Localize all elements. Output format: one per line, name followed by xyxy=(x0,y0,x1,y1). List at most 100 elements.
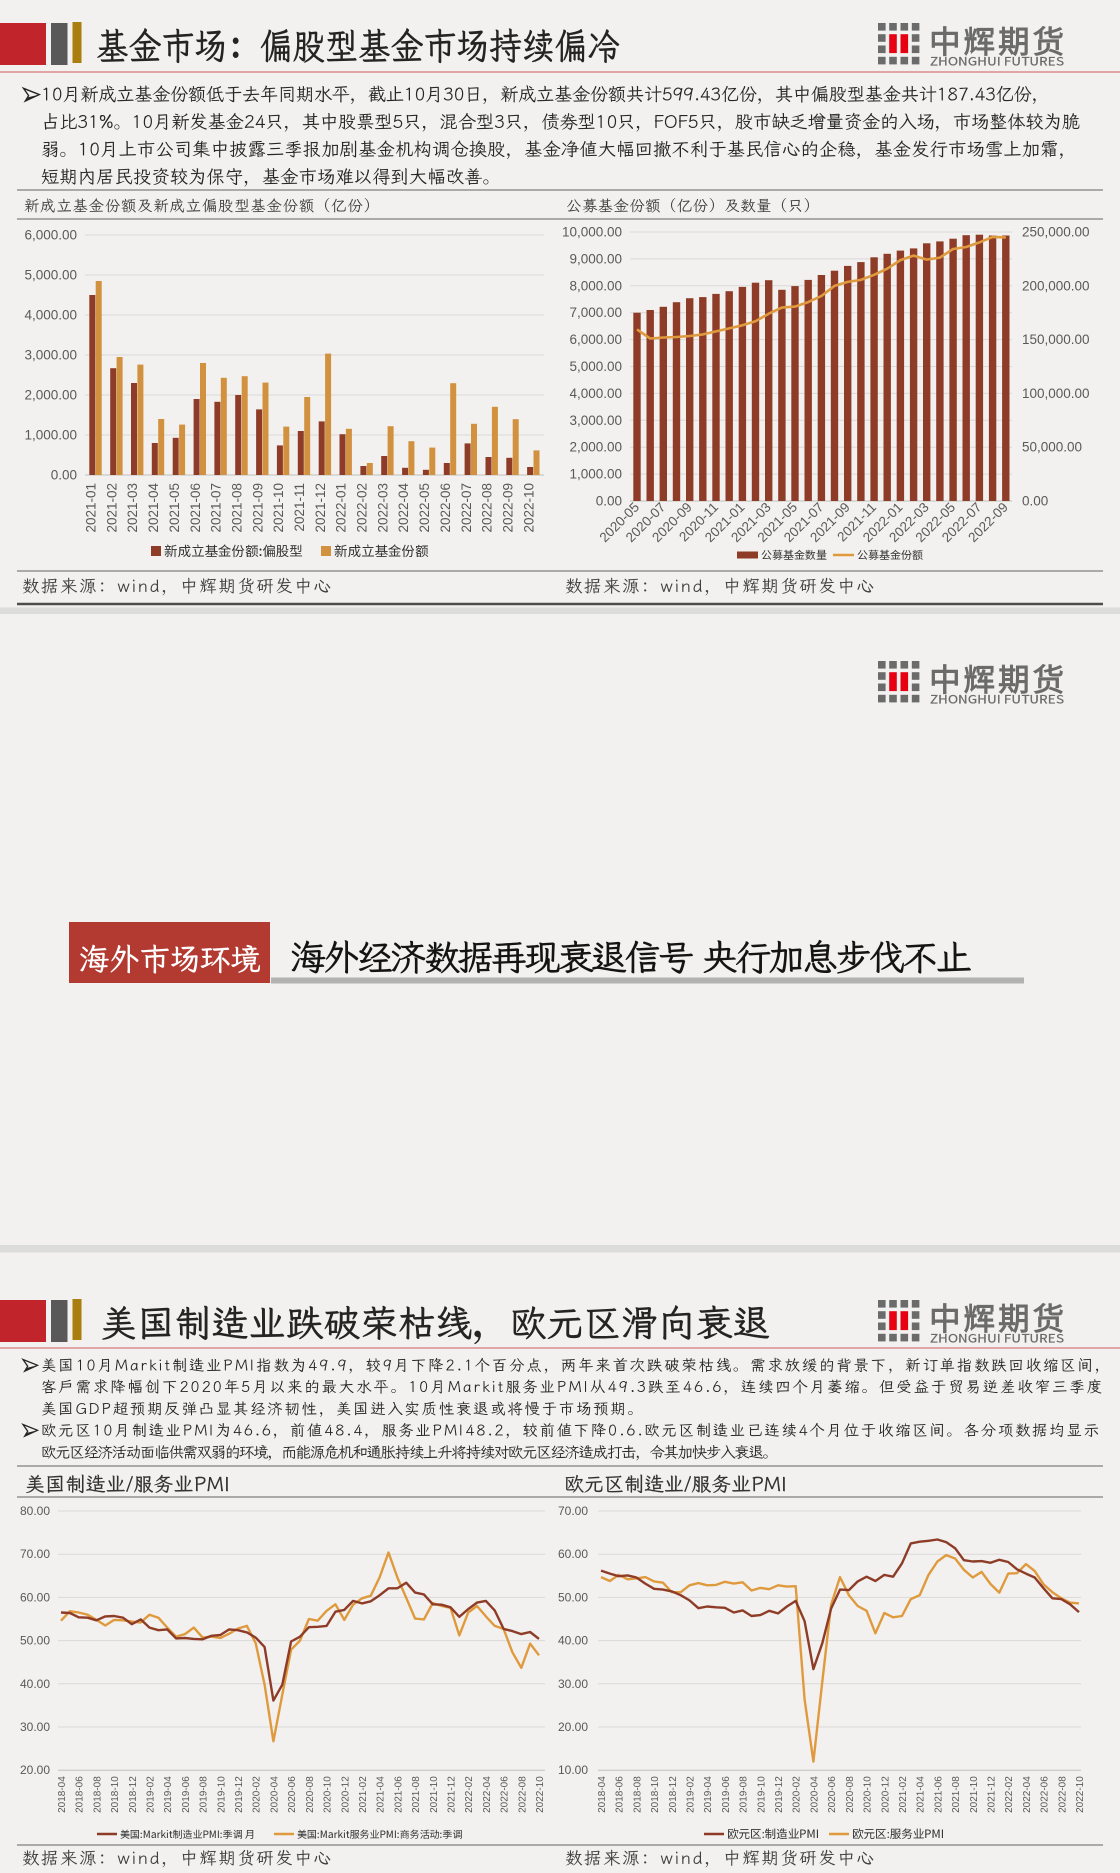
svg-text:2019-02: 2019-02 xyxy=(146,1776,157,1813)
svg-text:7,000.00: 7,000.00 xyxy=(569,305,622,320)
svg-text:海外市场环境: 海外市场环境 xyxy=(79,934,261,979)
svg-text:欧元区制造业/服务业PMI: 欧元区制造业/服务业PMI xyxy=(564,1468,787,1497)
svg-text:6,000.00: 6,000.00 xyxy=(569,332,622,347)
svg-text:10.00: 10.00 xyxy=(558,1763,588,1777)
svg-text:2021-04: 2021-04 xyxy=(376,1776,387,1813)
svg-text:30.00: 30.00 xyxy=(558,1677,588,1691)
svg-text:2018-08: 2018-08 xyxy=(632,1776,643,1813)
svg-text:250,000.00: 250,000.00 xyxy=(1022,225,1090,240)
svg-text:2021-10: 2021-10 xyxy=(429,1776,440,1813)
svg-text:2020-12: 2020-12 xyxy=(340,1776,351,1813)
svg-text:2022-07: 2022-07 xyxy=(459,483,474,533)
svg-text:2018-06: 2018-06 xyxy=(75,1776,86,1813)
svg-text:新成立基金份额及新成立偏股型基金份额（亿份）: 新成立基金份额及新成立偏股型基金份额（亿份） xyxy=(24,194,379,216)
svg-text:30.00: 30.00 xyxy=(20,1720,50,1734)
svg-text:2021-08: 2021-08 xyxy=(951,1776,962,1813)
svg-text:公募基金份额（亿份）及数量（只）: 公募基金份额（亿份）及数量（只） xyxy=(566,194,819,216)
svg-text:0.00: 0.00 xyxy=(51,468,77,483)
svg-text:2018-10: 2018-10 xyxy=(650,1776,661,1813)
svg-text:2019-08: 2019-08 xyxy=(739,1776,750,1813)
svg-text:2022-05: 2022-05 xyxy=(417,483,432,533)
svg-text:1,000.00: 1,000.00 xyxy=(24,428,77,443)
svg-text:2020-08: 2020-08 xyxy=(845,1776,856,1813)
svg-text:数据来源：wind，中辉期货研发中心: 数据来源：wind，中辉期货研发中心 xyxy=(565,1845,874,1868)
svg-text:0.00: 0.00 xyxy=(596,494,622,509)
svg-text:2021-06: 2021-06 xyxy=(188,483,203,533)
svg-text:欧元区经济活动面临供需双弱的环境，而能源危机和通胀持续上升将: 欧元区经济活动面临供需双弱的环境，而能源危机和通胀持续上升将持续对欧元区经济造成… xyxy=(41,1440,778,1462)
svg-text:2021-06: 2021-06 xyxy=(933,1776,944,1813)
svg-text:8,000.00: 8,000.00 xyxy=(569,278,622,293)
svg-text:欧元区10月制造业PMI为46.6，前值48.4，服务业PM: 欧元区10月制造业PMI为46.6，前值48.4，服务业PMI48.2，较前值下… xyxy=(41,1419,1099,1441)
svg-text:50,000.00: 50,000.00 xyxy=(1022,440,1082,455)
svg-text:2021-10: 2021-10 xyxy=(969,1776,980,1813)
svg-text:4,000.00: 4,000.00 xyxy=(569,386,622,401)
svg-text:2018-04: 2018-04 xyxy=(57,1776,68,1813)
svg-text:弱。10月上市公司集中披露三季报加剧基金机构调仓换股，基金净: 弱。10月上市公司集中披露三季报加剧基金机构调仓换股，基金净值大幅回撤不利于基民… xyxy=(41,136,1077,162)
svg-text:客户需求降幅创下2020年5月以来的最大水平。10月Mark: 客户需求降幅创下2020年5月以来的最大水平。10月Markit服务业PMI从4… xyxy=(41,1375,1102,1397)
svg-text:2018-12: 2018-12 xyxy=(128,1776,139,1813)
svg-text:美国10月Markit制造业PMI指数为49.9，较9月下降: 美国10月Markit制造业PMI指数为49.9，较9月下降2.1个百分点，两年… xyxy=(41,1354,1110,1376)
svg-text:2018-10: 2018-10 xyxy=(110,1776,121,1813)
svg-text:2020-04: 2020-04 xyxy=(269,1776,280,1813)
svg-text:2018-12: 2018-12 xyxy=(668,1776,679,1813)
svg-text:美国:Markit服务业PMI:商务活动:季调: 美国:Markit服务业PMI:商务活动:季调 xyxy=(297,1826,462,1841)
svg-text:40.00: 40.00 xyxy=(558,1634,588,1648)
svg-text:80.00: 80.00 xyxy=(20,1504,50,1518)
svg-text:2021-12: 2021-12 xyxy=(313,483,328,533)
svg-text:2021-07: 2021-07 xyxy=(209,483,224,533)
svg-text:2019-04: 2019-04 xyxy=(703,1776,714,1813)
svg-text:2,000.00: 2,000.00 xyxy=(24,388,77,403)
svg-text:2022-01: 2022-01 xyxy=(334,483,349,533)
svg-text:新成立基金份额: 新成立基金份额 xyxy=(334,540,429,560)
svg-text:2021-04: 2021-04 xyxy=(146,483,161,533)
svg-text:5,000.00: 5,000.00 xyxy=(24,268,77,283)
svg-text:2022-10: 2022-10 xyxy=(535,1776,546,1813)
svg-text:ZHONGHUI FUTURES: ZHONGHUI FUTURES xyxy=(930,691,1064,708)
svg-text:2019-10: 2019-10 xyxy=(756,1776,767,1813)
svg-text:公募基金数量: 公募基金数量 xyxy=(761,547,827,563)
svg-text:2022-02: 2022-02 xyxy=(1004,1776,1015,1813)
svg-text:60.00: 60.00 xyxy=(558,1547,588,1561)
svg-text:20.00: 20.00 xyxy=(20,1763,50,1777)
svg-text:2020-06: 2020-06 xyxy=(287,1776,298,1813)
svg-text:2022-06: 2022-06 xyxy=(500,1776,511,1813)
svg-text:2019-12: 2019-12 xyxy=(234,1776,245,1813)
svg-text:数据来源：wind，中辉期货研发中心: 数据来源：wind，中辉期货研发中心 xyxy=(22,573,331,598)
svg-text:50.00: 50.00 xyxy=(20,1634,50,1648)
svg-text:2021-02: 2021-02 xyxy=(104,483,119,533)
svg-text:100,000.00: 100,000.00 xyxy=(1022,386,1090,401)
svg-text:60.00: 60.00 xyxy=(20,1590,50,1604)
svg-text:2019-04: 2019-04 xyxy=(163,1776,174,1813)
svg-text:欧元区:服务业PMI: 欧元区:服务业PMI xyxy=(852,1826,944,1842)
svg-text:2022-04: 2022-04 xyxy=(482,1776,493,1813)
svg-text:1,000.00: 1,000.00 xyxy=(569,467,622,482)
svg-text:2022-06: 2022-06 xyxy=(1040,1776,1051,1813)
svg-text:200,000.00: 200,000.00 xyxy=(1022,278,1090,293)
svg-text:2021-08: 2021-08 xyxy=(411,1776,422,1813)
svg-text:美国:Markit制造业PMI:季调 月: 美国:Markit制造业PMI:季调 月 xyxy=(120,1826,255,1841)
svg-text:2020-04: 2020-04 xyxy=(809,1776,820,1813)
svg-text:50.00: 50.00 xyxy=(558,1590,588,1604)
svg-text:2020-12: 2020-12 xyxy=(880,1776,891,1813)
svg-text:2019-02: 2019-02 xyxy=(686,1776,697,1813)
svg-text:2022-08: 2022-08 xyxy=(480,483,495,533)
svg-text:2022-06: 2022-06 xyxy=(438,483,453,533)
svg-text:70.00: 70.00 xyxy=(20,1547,50,1561)
svg-text:短期内居民投资较为保守，基金市场难以得到大幅改善。: 短期内居民投资较为保守，基金市场难以得到大幅改善。 xyxy=(41,163,501,189)
svg-text:2020-02: 2020-02 xyxy=(252,1776,263,1813)
svg-text:2021-06: 2021-06 xyxy=(393,1776,404,1813)
svg-text:2022-03: 2022-03 xyxy=(375,483,390,533)
svg-text:2021-03: 2021-03 xyxy=(125,483,140,533)
svg-text:2019-06: 2019-06 xyxy=(181,1776,192,1813)
svg-text:2021-02: 2021-02 xyxy=(898,1776,909,1813)
svg-text:新成立基金份额:偏股型: 新成立基金份额:偏股型 xyxy=(164,540,303,560)
svg-text:4,000.00: 4,000.00 xyxy=(24,308,77,323)
svg-text:2020-08: 2020-08 xyxy=(305,1776,316,1813)
svg-text:2021-10: 2021-10 xyxy=(271,483,286,533)
svg-text:2019-08: 2019-08 xyxy=(199,1776,210,1813)
svg-text:2018-06: 2018-06 xyxy=(615,1776,626,1813)
svg-text:6,000.00: 6,000.00 xyxy=(24,228,77,243)
svg-text:3,000.00: 3,000.00 xyxy=(24,348,77,363)
svg-text:海外经济数据再现衰退信号 央行加息步伐不止: 海外经济数据再现衰退信号 央行加息步伐不止 xyxy=(290,930,972,981)
svg-text:2,000.00: 2,000.00 xyxy=(569,440,622,455)
